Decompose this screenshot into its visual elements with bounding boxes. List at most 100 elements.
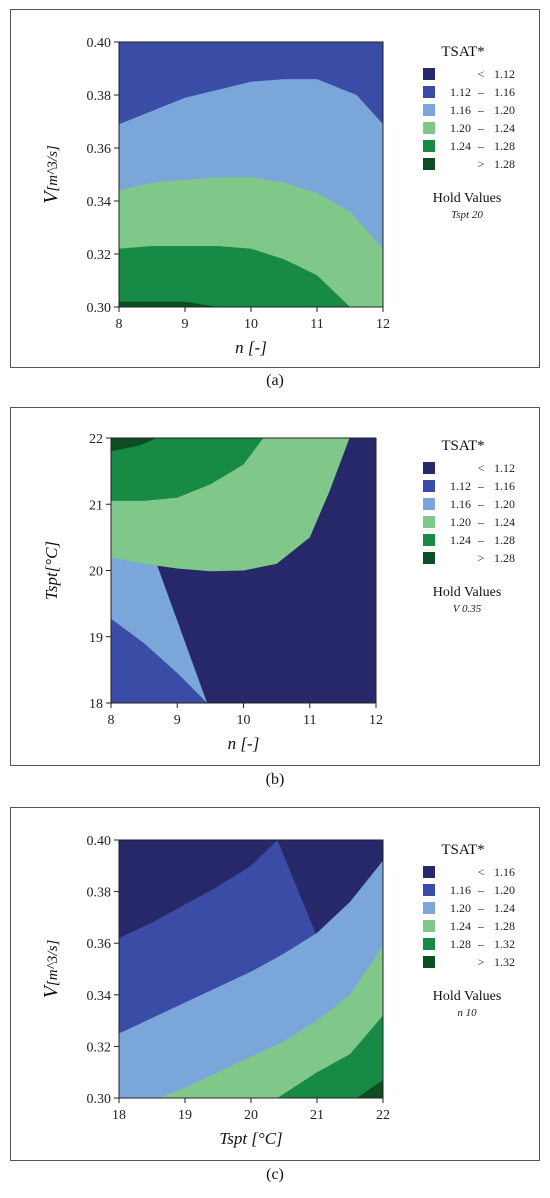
legend-swatch	[423, 866, 435, 878]
y-tick-label: 22	[89, 432, 103, 447]
y-axis-unit: [°C]	[42, 541, 61, 572]
x-tick-label: 10	[237, 713, 251, 728]
y-axis-label: Tspt[°C]	[42, 541, 61, 600]
x-tick-label: 20	[244, 1108, 258, 1123]
legend-low: 1.20	[450, 515, 471, 529]
legend-title: TSAT*	[441, 438, 484, 454]
legend-symbol: –	[477, 479, 485, 493]
x-axis-label: Tspt [°C]	[219, 1129, 282, 1148]
legend-high: 1.16	[494, 479, 515, 493]
y-axis-variable: V	[40, 983, 62, 998]
hold-values-title: Hold Values	[433, 585, 502, 600]
legend-high: 1.24	[494, 515, 515, 529]
x-tick-label: 9	[174, 713, 181, 728]
legend-low: 1.12	[450, 85, 471, 99]
legend-low: 1.12	[450, 479, 471, 493]
y-tick-label: 0.36	[87, 142, 112, 157]
axes: 18 19 20 21 22 0.30 0.32 0.34 0.36 0.38 0.40 Tspt […	[40, 834, 390, 1148]
legend-high: 1.32	[494, 955, 515, 969]
legend-high: 1.28	[494, 551, 515, 565]
y-axis-label: V[m^3/s]	[40, 145, 62, 204]
legend-symbol: –	[477, 139, 485, 153]
legend-low: 1.24	[450, 919, 471, 933]
contour-region-1.24	[119, 246, 350, 307]
chart-panel-b: 8 9 10 11 12 18 19 20 21 22 n [-] Tspt[°C] TSAT* <1.…	[10, 407, 540, 766]
legend-low: 1.16	[450, 497, 471, 511]
legend: TSAT*< 1.121.12–1.161.16–1.201.20–1.241.2…	[423, 438, 515, 615]
x-tick-label: 11	[303, 713, 316, 728]
y-axis-variable: V	[40, 189, 62, 204]
legend-low: 1.24	[450, 139, 471, 153]
legend-symbol: –	[477, 85, 485, 99]
y-tick-label: 0.30	[87, 301, 112, 316]
legend-high: 1.28	[494, 139, 515, 153]
legend-high: 1.20	[494, 103, 515, 117]
legend: TSAT*< 1.161.16–1.201.20–1.241.24–1.281.2…	[423, 842, 515, 1019]
legend-low: 1.20	[450, 901, 471, 915]
contour-chart-c: 18 19 20 21 22 0.30 0.32 0.34 0.36 0.38 0.40 Tspt […	[40, 834, 515, 1148]
y-tick-label: 0.36	[87, 937, 112, 952]
caption-b: (b)	[265, 771, 285, 788]
y-axis-unit: [m^3/s]	[45, 940, 61, 987]
legend-low: 1.16	[450, 103, 471, 117]
contour-region-low-1.16	[111, 618, 208, 703]
x-tick-label: 9	[182, 317, 189, 332]
x-tick-label: 22	[376, 1108, 390, 1123]
hold-value: Tspt 20	[451, 209, 483, 221]
y-tick-label: 0.32	[87, 248, 112, 263]
x-tick-label: 12	[376, 317, 390, 332]
contour-region-1.28	[111, 438, 158, 452]
x-tick-label: 21	[310, 1108, 324, 1123]
legend-high: 1.16	[494, 865, 515, 879]
chart-panel-c: 18 19 20 21 22 0.30 0.32 0.34 0.36 0.38 0.40 Tspt […	[10, 807, 540, 1161]
contour-region-1.24	[111, 438, 264, 501]
legend-swatch	[423, 884, 435, 896]
legend-high: 1.20	[494, 883, 515, 897]
caption-a: (a)	[266, 372, 284, 389]
legend-swatch	[423, 122, 435, 134]
legend-swatch	[423, 902, 435, 914]
legend-swatch	[423, 516, 435, 528]
legend-low: 1.20	[450, 121, 471, 135]
x-tick-label: 10	[244, 317, 258, 332]
y-tick-label: 18	[89, 697, 103, 712]
legend-title: TSAT*	[441, 842, 484, 858]
legend-low: 1.28	[450, 937, 471, 951]
y-tick-label: 0.40	[87, 834, 112, 849]
legend-symbol: <	[478, 865, 485, 879]
y-tick-label: 0.34	[87, 989, 112, 1004]
y-axis-unit: [m^3/s]	[45, 145, 61, 192]
y-tick-label: 0.30	[87, 1092, 112, 1107]
contour-region-1.24	[158, 945, 383, 1098]
legend-symbol: –	[477, 533, 485, 547]
legend-high: 1.28	[494, 157, 515, 171]
legend-high: 1.12	[494, 461, 515, 475]
legend-symbol: –	[477, 919, 485, 933]
legend-symbol: <	[478, 67, 485, 81]
legend-swatch	[423, 86, 435, 98]
hold-value: n 10	[457, 1007, 477, 1019]
legend-swatch	[423, 938, 435, 950]
y-tick-label: 0.38	[87, 886, 112, 901]
legend-high: 1.12	[494, 67, 515, 81]
legend-high: 1.24	[494, 121, 515, 135]
legend-high: 1.32	[494, 937, 515, 951]
contour-chart-a: 8 9 10 11 12 0.30 0.32 0.34 0.36 0.38 0.40 n [-] V[m…	[40, 36, 515, 357]
chart-panel-a: 8 9 10 11 12 0.30 0.32 0.34 0.36 0.38 0.40 n [-] V[m…	[10, 9, 540, 368]
legend-low: 1.24	[450, 533, 471, 547]
y-axis-label: V[m^3/s]	[40, 940, 62, 999]
legend-symbol: –	[477, 497, 485, 511]
x-tick-label: 18	[112, 1108, 126, 1123]
contour-region-1.28	[277, 1015, 383, 1098]
axes: 8 9 10 11 12 18 19 20 21 22 n [-] Tspt[°C]	[42, 432, 383, 753]
legend-symbol: –	[477, 121, 485, 135]
axes: 8 9 10 11 12 0.30 0.32 0.34 0.36 0.38 0.40 n [-] V[m…	[40, 36, 390, 357]
legend-high: 1.28	[494, 919, 515, 933]
legend-symbol: –	[477, 937, 485, 951]
x-axis-label: n [-]	[228, 734, 260, 753]
y-tick-label: 0.34	[87, 195, 112, 210]
legend-swatch	[423, 552, 435, 564]
legend-high: 1.28	[494, 533, 515, 547]
legend-symbol: –	[477, 883, 485, 897]
y-tick-label: 21	[89, 498, 103, 513]
